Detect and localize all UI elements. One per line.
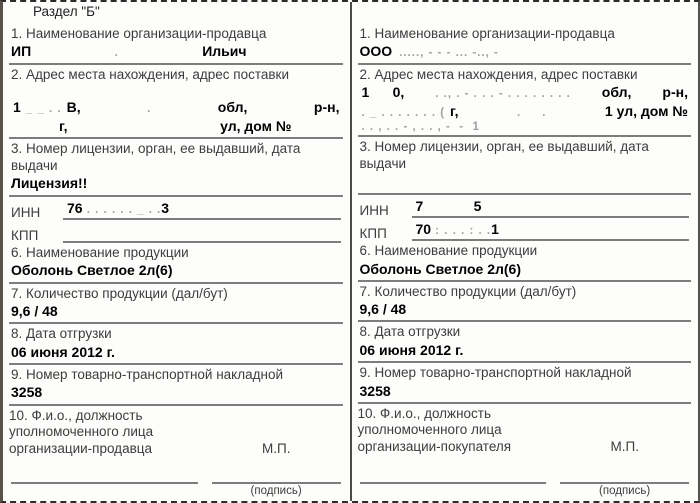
field-label-6: 6. Наименование продукции bbox=[359, 243, 538, 259]
buyer-signature-line bbox=[560, 467, 689, 484]
field-label-10-line1: 10. Ф.и.о., должность bbox=[357, 405, 492, 421]
field-label-1: 1. Наименование организации-продавца bbox=[11, 26, 267, 41]
seller-inn-value: 76 . . . . . . _ . .3 bbox=[63, 199, 341, 220]
field-label-7: 7. Количество продукции (дал/бут) bbox=[11, 285, 228, 301]
seller-column: Раздел "Б" 1. Наименование организации-п… bbox=[3, 2, 352, 501]
seller-signature-line bbox=[211, 467, 341, 484]
seller-license-row: 3. Номер лицензии, орган, ее выдавший, д… bbox=[9, 139, 343, 197]
field-label-3-line2: выдачи bbox=[11, 157, 58, 173]
buyer-quantity-row: 7. Количество продукции (дал/бут) 9,6 / … bbox=[357, 282, 691, 323]
seller-signature-slot: (подпись) bbox=[211, 467, 341, 497]
buyer-address-row: 2. Адрес места нахождения, адрес поставк… bbox=[357, 65, 691, 138]
seller-product-row: 6. Наименование продукции Оболонь Светло… bbox=[9, 243, 343, 284]
kpp-label: КПП bbox=[359, 226, 387, 242]
seller-quantity-value: 9,6 / 48 bbox=[11, 303, 58, 320]
buyer-name-signature-line bbox=[359, 467, 547, 484]
buyer-waybill-value: 3258 bbox=[359, 382, 391, 399]
buyer-address-fragment: . _ . . . . . . . ( г, bbox=[361, 102, 459, 119]
seller-shipdate-value: 06 июня 2012 г. bbox=[11, 343, 115, 360]
seller-name-row: 1. Наименование организации-продавца ИП … bbox=[9, 24, 343, 65]
seller-quantity-row: 7. Количество продукции (дал/бут) 9,6 / … bbox=[9, 284, 343, 325]
seller-name-value: ИП . Ильич bbox=[11, 43, 247, 60]
buyer-product-value: Оболонь Светлое 2л(6) bbox=[359, 260, 522, 277]
seller-waybill-value: 3258 bbox=[11, 384, 43, 401]
field-label-3-line2: выдачи bbox=[359, 155, 407, 171]
buyer-header-spacer bbox=[358, 4, 692, 24]
field-label-10-line2: уполномоченного лица bbox=[357, 422, 502, 438]
field-label-10-line1: 10. Ф.и.о., должность bbox=[9, 407, 143, 423]
field-label-8: 8. Дата отгрузки bbox=[359, 324, 461, 340]
buyer-name-row: 1. Наименование организации-продавца ООО… bbox=[357, 24, 691, 65]
inn-label: ИНН bbox=[11, 204, 41, 220]
seller-license-value: Лицензия!! bbox=[11, 174, 88, 191]
buyer-address-line3: . . , . . - , . . , - - 1 bbox=[361, 120, 480, 133]
kpp-label: КПП bbox=[11, 227, 39, 243]
seller-address-blank bbox=[11, 83, 342, 98]
field-label-2: 2. Адрес места нахождения, адрес поставк… bbox=[11, 66, 290, 82]
seller-signatory-block: 10. Ф.и.о., должность уполномоченного ли… bbox=[9, 408, 343, 457]
buyer-role-line: организации-покупателя М.П. bbox=[357, 438, 640, 454]
buyer-address-line2: . _ . . . . . . . ( г, . . 1 ул, дом № bbox=[361, 102, 688, 119]
buyer-inn-value: 7 5 bbox=[411, 197, 689, 219]
field-label-7: 7. Количество продукции (дал/бут) bbox=[359, 283, 577, 299]
seller-role-line: организации-продавца М.П. bbox=[9, 440, 291, 456]
seller-address-fragment: 1 _ _ . . В, bbox=[13, 99, 81, 116]
seller-signature-caption: (подпись) bbox=[250, 485, 302, 497]
seller-address-line1: 1 _ _ . . В, . обл, р-н, bbox=[13, 99, 340, 116]
field-label-1: 1. Наименование организации-продавца bbox=[359, 26, 615, 41]
field-label-10-line2: уполномоченного лица bbox=[9, 424, 154, 440]
buyer-signature-caption: (подпись) bbox=[599, 485, 651, 497]
buyer-signature-slot: (подпись) bbox=[560, 467, 689, 497]
field-label-2: 2. Адрес места нахождения, адрес поставк… bbox=[359, 66, 638, 82]
buyer-license-value bbox=[360, 172, 691, 191]
buyer-kpp-value: 70 : . . . : . .1 bbox=[411, 220, 689, 242]
field-label-9: 9. Номер товарно-транспортной накладной bbox=[11, 366, 284, 382]
buyer-product-row: 6. Наименование продукции Оболонь Светло… bbox=[357, 241, 691, 282]
inn-label: ИНН bbox=[359, 203, 389, 219]
buyer-kpp-row: КПП 70 : . . . : . .1 bbox=[358, 218, 692, 242]
seller-shipdate-row: 8. Дата отгрузки 06 июня 2012 г. bbox=[9, 324, 343, 365]
seller-kpp-row: КПП bbox=[9, 220, 343, 243]
field-label-8: 8. Дата отгрузки bbox=[11, 326, 112, 342]
buyer-signatory-block: 10. Ф.и.о., должность уполномоченного ли… bbox=[358, 406, 692, 455]
buyer-quantity-value: 9,6 / 48 bbox=[359, 301, 407, 318]
field-label-3-line1: 3. Номер лицензии, орган, ее выдавший, д… bbox=[11, 141, 301, 157]
seller-stamp-mark: М.П. bbox=[262, 440, 291, 456]
buyer-signature-area: (подпись) bbox=[358, 467, 692, 499]
buyer-waybill-row: 9. Номер товарно-транспортной накладной … bbox=[357, 363, 691, 404]
buyer-inn-row: ИНН 7 5 bbox=[358, 195, 692, 219]
buyer-shipdate-value: 06 июня 2012 г. bbox=[359, 341, 464, 358]
seller-waybill-row: 9. Номер товарно-транспортной накладной … bbox=[9, 365, 343, 406]
buyer-shipdate-row: 8. Дата отгрузки 06 июня 2012 г. bbox=[357, 322, 691, 364]
seller-name-signature-line bbox=[11, 467, 198, 484]
buyer-license-row: 3. Номер лицензии, орган, ее выдавший, д… bbox=[357, 137, 691, 196]
buyer-name-value: ООО ....., - - - ... -.., - bbox=[359, 43, 499, 60]
seller-address-line2: г, ул, дом № bbox=[59, 117, 292, 134]
seller-inn-row: ИНН 76 . . . . . . _ . .3 bbox=[9, 197, 343, 220]
buyer-address-line1: 1 0, . ., . - . . . - . . . . . . . . об… bbox=[361, 84, 688, 101]
seller-signature-area: (подпись) bbox=[9, 467, 343, 499]
seller-address-row: 2. Адрес места нахождения, адрес поставк… bbox=[9, 65, 343, 140]
section-title: Раздел "Б" bbox=[33, 4, 100, 19]
field-label-3-line1: 3. Номер лицензии, орган, ее выдавший, д… bbox=[359, 139, 649, 155]
field-label-6: 6. Наименование продукции bbox=[11, 244, 189, 260]
seller-kpp-value bbox=[63, 222, 341, 243]
seller-product-value: Оболонь Светлое 2л(6) bbox=[11, 262, 173, 279]
buyer-stamp-mark: М.П. bbox=[610, 438, 639, 454]
field-label-9: 9. Номер товарно-транспортной накладной bbox=[359, 365, 632, 381]
buyer-column: 1. Наименование организации-продавца ООО… bbox=[352, 2, 699, 501]
